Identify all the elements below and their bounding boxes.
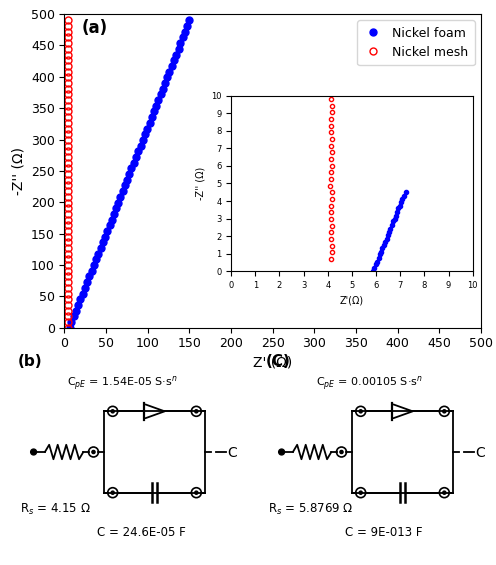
Circle shape bbox=[359, 491, 362, 494]
Nickel foam bbox=[95, 250, 101, 257]
Nickel foam bbox=[89, 267, 95, 274]
Nickel mesh bbox=[65, 324, 71, 331]
Text: R$_s$ = 5.8769 Ω: R$_s$ = 5.8769 Ω bbox=[268, 502, 353, 517]
Line: Nickel mesh: Nickel mesh bbox=[64, 17, 71, 331]
Line: Nickel foam: Nickel foam bbox=[66, 17, 193, 331]
Nickel mesh bbox=[65, 267, 71, 274]
Nickel mesh bbox=[65, 17, 71, 24]
Circle shape bbox=[443, 410, 446, 413]
Y-axis label: -Z'' (Ω): -Z'' (Ω) bbox=[11, 147, 25, 195]
Circle shape bbox=[111, 491, 114, 494]
Circle shape bbox=[111, 410, 114, 413]
Text: (b): (b) bbox=[18, 354, 42, 369]
Nickel mesh bbox=[65, 211, 71, 218]
Text: C: C bbox=[227, 446, 237, 459]
Circle shape bbox=[359, 410, 362, 413]
Nickel foam bbox=[186, 17, 192, 24]
Circle shape bbox=[279, 449, 285, 455]
Text: C = 24.6E-05 F: C = 24.6E-05 F bbox=[97, 525, 186, 538]
Circle shape bbox=[195, 491, 198, 494]
Nickel mesh bbox=[65, 51, 71, 58]
Circle shape bbox=[340, 450, 343, 454]
Circle shape bbox=[195, 410, 198, 413]
Text: C$_{pE}$ = 1.54E-05 S·s$^n$: C$_{pE}$ = 1.54E-05 S·s$^n$ bbox=[67, 375, 179, 393]
Nickel foam bbox=[80, 290, 86, 297]
Nickel foam bbox=[111, 211, 117, 218]
Nickel foam bbox=[66, 324, 72, 331]
Nickel foam bbox=[173, 51, 179, 58]
Circle shape bbox=[443, 491, 446, 494]
X-axis label: Z' (Ω): Z' (Ω) bbox=[253, 356, 293, 370]
Nickel foam bbox=[184, 23, 190, 29]
Nickel mesh bbox=[65, 23, 71, 29]
Circle shape bbox=[92, 450, 95, 454]
Text: R$_s$ = 4.15 Ω: R$_s$ = 4.15 Ω bbox=[20, 502, 91, 517]
Text: (a): (a) bbox=[81, 19, 107, 37]
Nickel mesh bbox=[65, 250, 71, 257]
Text: C: C bbox=[475, 446, 485, 459]
Text: C = 9E-013 F: C = 9E-013 F bbox=[345, 525, 423, 538]
Legend: Nickel foam, Nickel mesh: Nickel foam, Nickel mesh bbox=[358, 20, 475, 65]
Text: (C): (C) bbox=[266, 354, 291, 369]
Circle shape bbox=[31, 449, 37, 455]
Nickel mesh bbox=[65, 290, 71, 297]
Text: C$_{pE}$ = 0.00105 S·s$^n$: C$_{pE}$ = 0.00105 S·s$^n$ bbox=[315, 375, 423, 393]
